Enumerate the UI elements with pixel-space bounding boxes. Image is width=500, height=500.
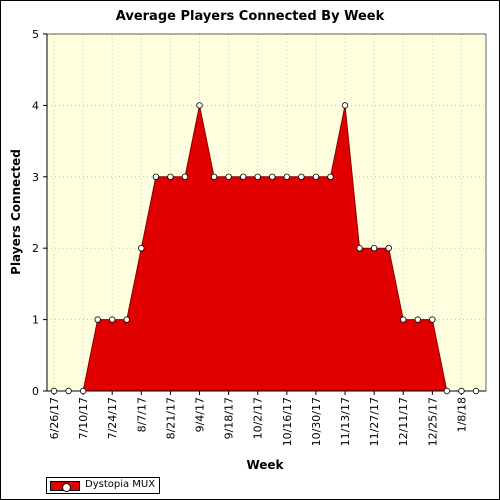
data-point [210,173,218,180]
legend: Dystopia MUX [46,477,160,494]
data-point [50,387,58,395]
x-tick-label: 10/16/17 [281,397,294,446]
data-point [443,387,451,395]
data-point [298,173,305,180]
data-point [254,173,261,180]
data-point [94,316,101,323]
data-point [400,316,407,323]
plot-border [46,33,487,392]
data-point [123,316,130,323]
data-point [167,173,174,180]
data-point [225,173,232,180]
data-point [327,173,334,180]
data-point [458,387,465,395]
data-point [109,316,116,323]
data-point [385,244,392,252]
y-tick-label: 2 [32,242,39,255]
x-tick-label: 9/18/17 [223,397,236,439]
data-point [152,173,160,180]
y-tick-label: 0 [32,385,39,398]
y-tick-label: 4 [32,99,39,112]
data-point [79,387,87,395]
y-tick-label: 3 [32,171,39,184]
data-point [283,173,291,180]
x-tick-label: 12/25/17 [426,397,439,446]
x-tick-label: 10/2/17 [252,397,265,439]
x-tick-label: 11/13/17 [339,397,352,446]
data-point [429,316,436,323]
y-tick-label: 5 [32,28,39,41]
x-tick-label: 11/27/17 [368,397,381,446]
x-tick-label: 8/7/17 [135,397,148,432]
x-axis-label: Week [246,458,284,472]
data-point [196,102,203,109]
legend-label: Dystopia MUX [85,479,156,490]
chart-title: Average Players Connected By Week [115,9,385,24]
data-point [356,244,363,252]
data-point [239,173,247,180]
data-point [370,244,378,252]
data-point [65,387,72,395]
x-tick-label: 1/8/18 [455,397,468,432]
data-point [472,387,480,395]
legend-swatch [50,481,80,492]
data-point [312,173,320,180]
x-tick-label: 7/10/17 [77,397,90,439]
data-point [414,316,421,323]
x-tick-label: 7/24/17 [106,397,119,439]
legend-marker [62,483,71,492]
x-tick-label: 9/4/17 [194,397,207,432]
data-point [269,173,276,180]
data-point [138,244,145,252]
y-tick-label: 1 [32,314,39,327]
x-tick-label: 8/21/17 [164,397,177,439]
data-point [341,102,349,109]
x-tick-label: 12/11/17 [397,397,410,446]
data-point [181,173,189,180]
x-tick-label: 6/26/17 [48,397,61,439]
x-tick-label: 10/30/17 [310,397,323,446]
